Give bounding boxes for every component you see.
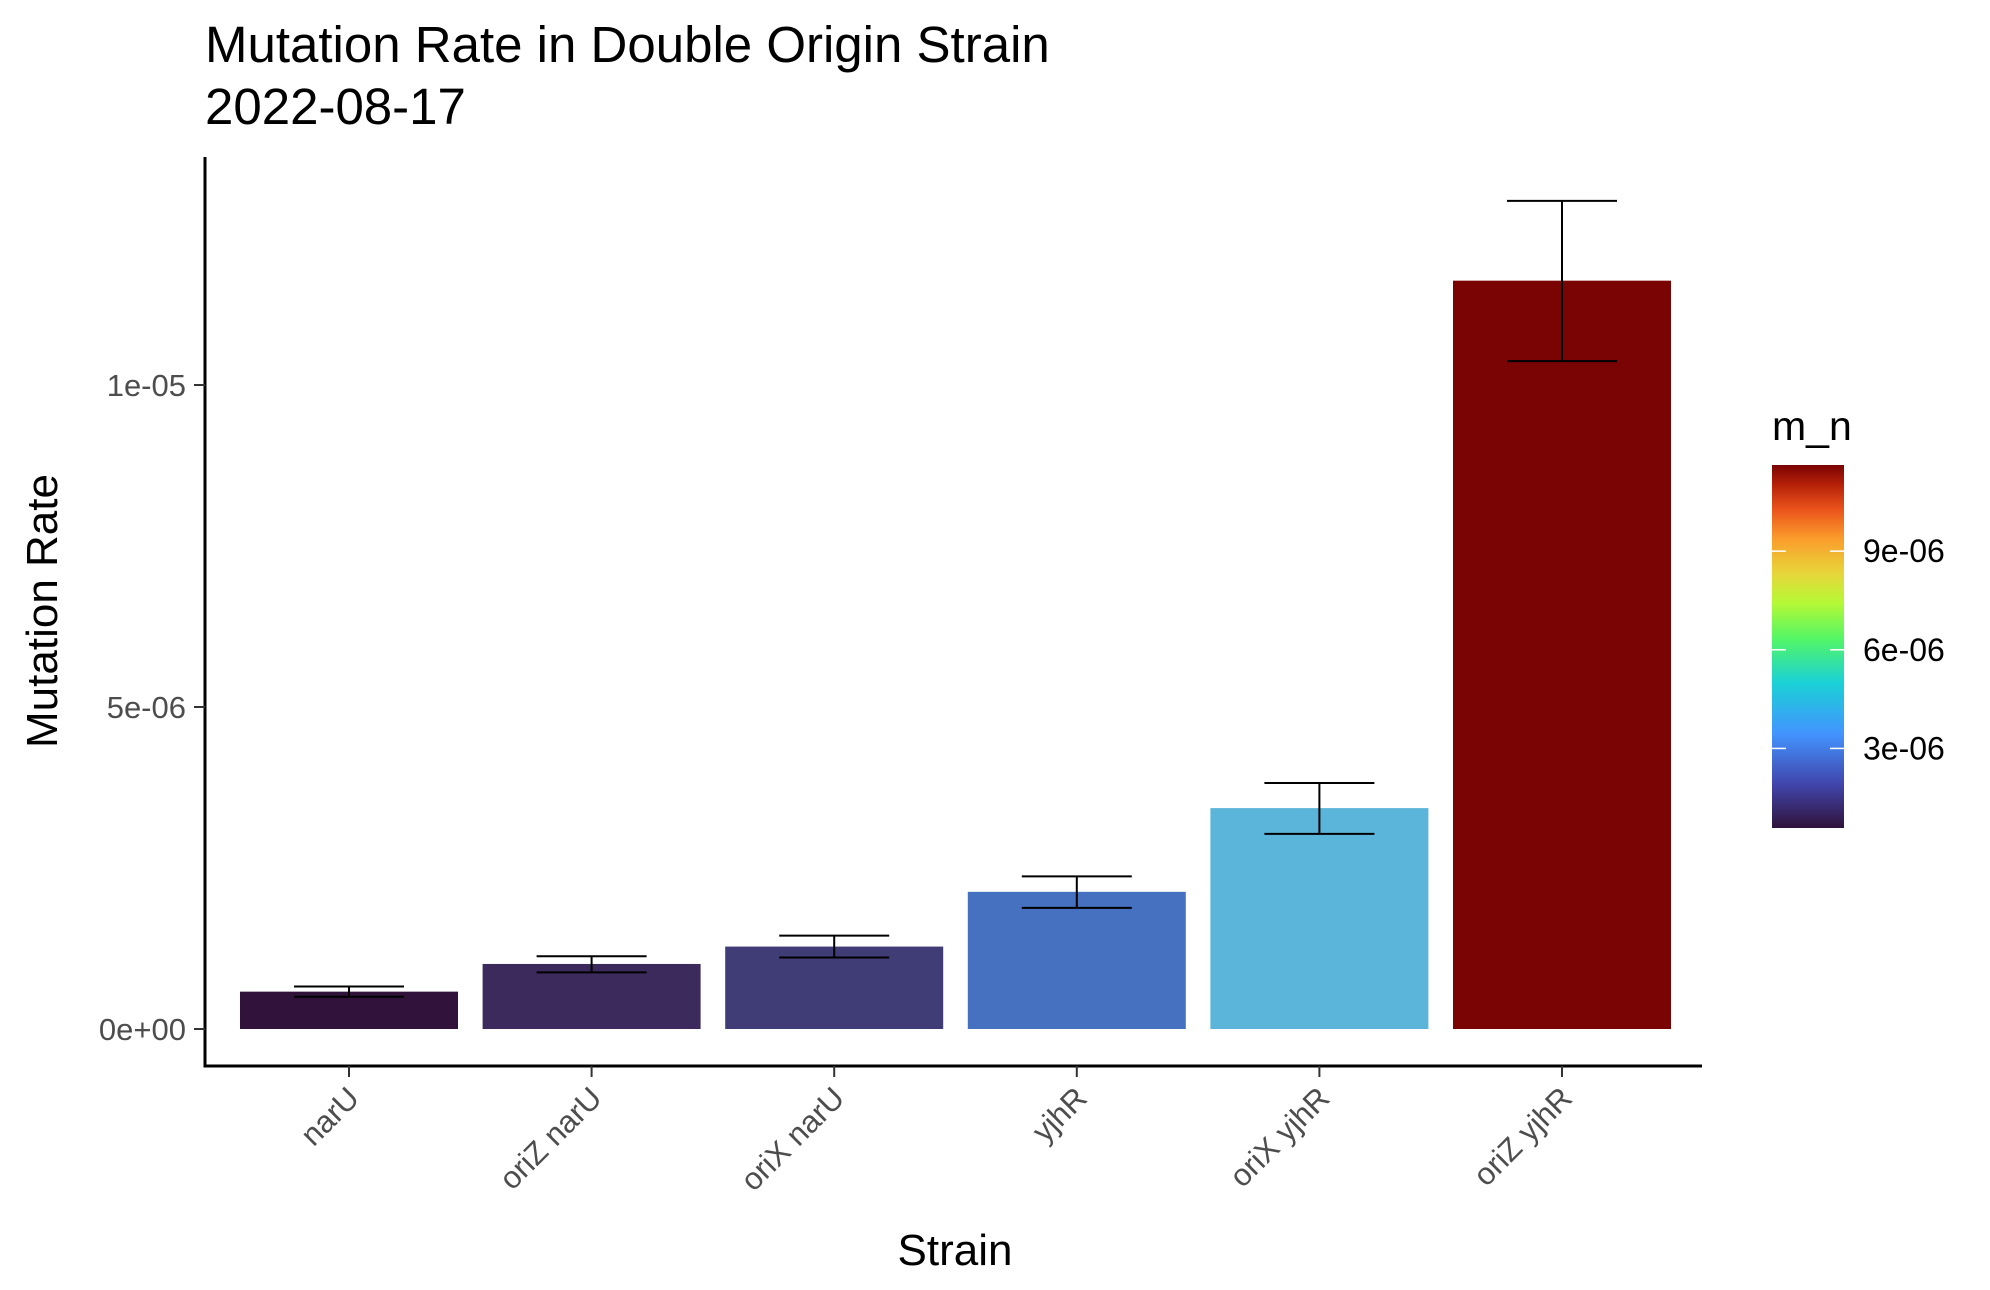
errorbars-layer [294, 199, 1617, 998]
y-tick-label: 1e-05 [107, 368, 186, 403]
legend: m_n 3e-06 6e-06 9e-06 [1772, 403, 1945, 828]
y-ticks: 0e+00 5e-06 1e-05 [99, 368, 205, 1047]
error-bar-oriX-yjhR [1264, 781, 1375, 835]
bar-oriZ-yjhR [1453, 280, 1671, 1029]
legend-title: m_n [1772, 403, 1852, 449]
chart-subtitle: 2022-08-17 [205, 78, 466, 135]
colorbar [1772, 465, 1844, 828]
y-axis-title: Mutation Rate [18, 474, 67, 748]
error-bar-oriZ-yjhR [1507, 199, 1617, 363]
colorbar-tick-label: 6e-06 [1863, 632, 1945, 668]
x-tick-label: oriX yjhR [1223, 1080, 1337, 1194]
error-bar-narU [294, 985, 404, 998]
x-tick-label: yjhR [1025, 1080, 1094, 1149]
y-tick-label: 5e-06 [107, 690, 186, 725]
bar-oriX-yjhR [1210, 808, 1429, 1029]
error-bar-oriX-narU [779, 934, 890, 959]
x-tick-label: oriZ narU [492, 1080, 608, 1196]
bar-narU [240, 991, 458, 1029]
x-tick-label: oriX narU [734, 1080, 851, 1197]
chart-title: Mutation Rate in Double Origin Strain [205, 16, 1050, 73]
x-ticks: narU oriZ narU oriX narU yjhR oriX yjhR oriZ … [294, 1066, 1579, 1198]
bar-oriZ-narU [482, 963, 701, 1029]
x-tick-label: narU [294, 1080, 366, 1152]
bar-yjhR [967, 891, 1186, 1029]
x-tick-label: oriZ yjhR [1467, 1080, 1579, 1192]
colorbar-tick-label: 9e-06 [1863, 533, 1945, 569]
bar-oriX-narU [725, 946, 944, 1029]
error-bar-oriZ-narU [536, 955, 647, 974]
y-tick-label: 0e+00 [99, 1012, 186, 1047]
colorbar-ticks: 3e-06 6e-06 9e-06 [1772, 533, 1945, 766]
bars-layer [240, 280, 1671, 1029]
colorbar-tick-label: 3e-06 [1863, 730, 1945, 766]
x-axis-title: Strain [898, 1226, 1013, 1275]
error-bar-yjhR [1021, 875, 1132, 909]
